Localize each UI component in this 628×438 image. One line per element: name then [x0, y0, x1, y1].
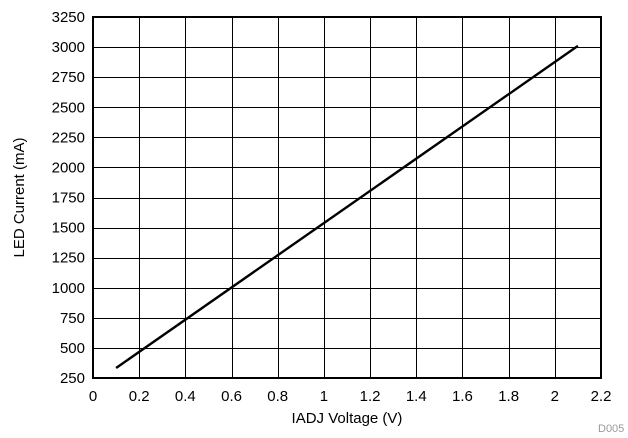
- figure-id-label: D005: [598, 423, 624, 435]
- x-tick-label: 0.4: [175, 388, 196, 405]
- y-tick-label: 1250: [52, 250, 85, 267]
- y-tick-label: 1000: [52, 280, 85, 297]
- y-tick-label: 2000: [52, 159, 85, 176]
- y-tick-label: 250: [60, 370, 85, 387]
- plot-frame: [92, 16, 602, 379]
- y-tick-label: 3250: [52, 9, 85, 26]
- x-tick-label: 1.8: [498, 388, 519, 405]
- y-tick-label: 3000: [52, 39, 85, 56]
- y-tick-label: 2250: [52, 129, 85, 146]
- x-tick-label: 0.2: [129, 388, 150, 405]
- y-tick-label: 500: [60, 340, 85, 357]
- x-tick-label: 2: [551, 388, 559, 405]
- x-tick-label: 2.2: [591, 388, 612, 405]
- y-axis-title: LED Current (mA): [11, 137, 28, 257]
- x-axis-title: IADJ Voltage (V): [292, 410, 403, 427]
- x-tick-label: 0.6: [221, 388, 242, 405]
- y-tick-label: 1750: [52, 190, 85, 207]
- series-layer: [115, 44, 579, 369]
- grid-layer: [93, 17, 602, 379]
- x-tick-label: 0.8: [267, 388, 288, 405]
- x-tick-label: 1.6: [452, 388, 473, 405]
- y-tick-label: 1500: [52, 220, 85, 237]
- y-tick-label: 2750: [52, 69, 85, 86]
- x-tick-label: 1.4: [406, 388, 427, 405]
- x-tick-label: 0: [89, 388, 97, 405]
- series-line: [115, 44, 579, 369]
- x-tick-label: 1: [320, 388, 328, 405]
- y-tick-labels: 250 500 750 1000 1250 1500 1750 2000 2250 2500 275…: [52, 9, 85, 387]
- x-tick-label: 1.2: [360, 388, 381, 405]
- y-tick-label: 2500: [52, 99, 85, 116]
- x-tick-labels: 0 0.2 0.4 0.6 0.8 1 1.2 1.4 1.6 1.8 2 2.2: [89, 388, 612, 405]
- y-tick-label: 750: [60, 310, 85, 327]
